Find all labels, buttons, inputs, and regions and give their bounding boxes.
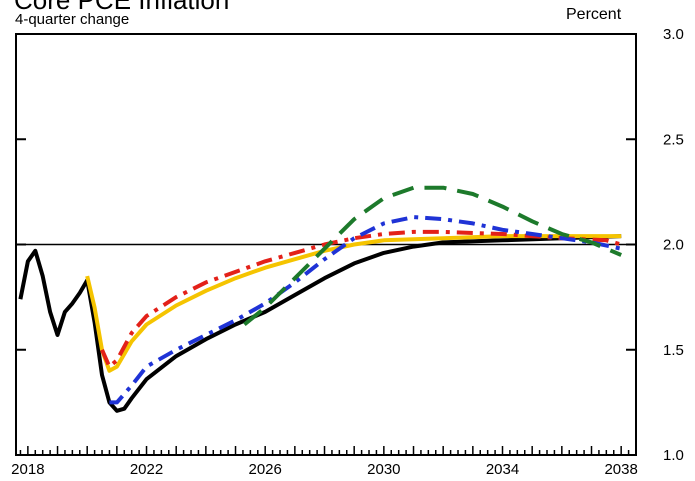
x-tick-label: 2034 <box>486 461 519 478</box>
y-tick-label: 1.5 <box>663 342 684 359</box>
x-tick-label: 2030 <box>367 461 400 478</box>
series-line-4 <box>109 215 622 405</box>
series-line-2 <box>85 234 622 373</box>
y-tick-label: 2.5 <box>663 131 684 148</box>
y-tick-label: 3.0 <box>663 26 684 43</box>
chart-subtitle: 4-quarter change <box>15 11 130 28</box>
x-tick-label: 2022 <box>130 461 163 478</box>
unit-label: Percent <box>566 6 622 23</box>
series-line-3 <box>100 229 622 369</box>
x-tick-label: 2018 <box>11 461 44 478</box>
series-line-5 <box>243 185 622 327</box>
chart-title: Core PCE Inflation <box>14 0 230 15</box>
tick-labels: 1.0 1.5 2.0 2.5 3.0 2018 2022 2026 2030 2034 2038 <box>11 26 684 478</box>
x-tick-label: 2038 <box>604 461 637 478</box>
series-group <box>18 185 622 413</box>
x-tick-label: 2026 <box>248 461 281 478</box>
y-tick-label: 1.0 <box>663 447 684 464</box>
y-tick-label: 2.0 <box>663 237 684 254</box>
series-line-1 <box>18 234 622 413</box>
